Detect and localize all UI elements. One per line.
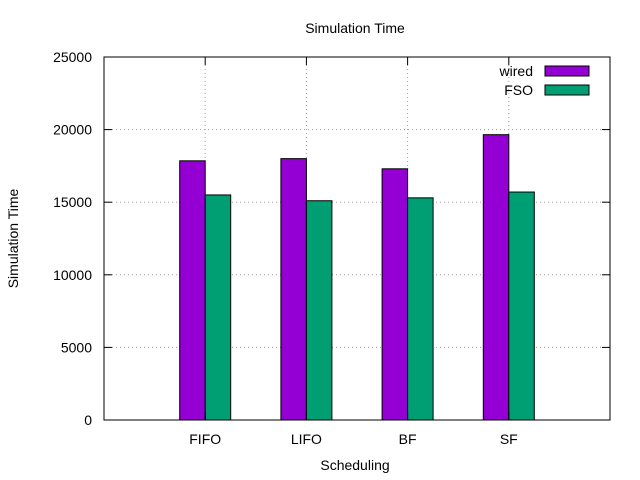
bar-fso-fifo [204, 194, 232, 421]
x-tick-label: SF [500, 431, 518, 447]
x-tick-label: FIFO [189, 431, 221, 447]
y-tick-label: 5000 [61, 339, 92, 355]
y-tick-label: 15000 [53, 194, 92, 210]
x-tick-label: BF [399, 431, 417, 447]
axis-ticks: 0 5000 10000 15000 20000 25000 FIFO LIFO BF SF [53, 49, 610, 447]
y-tick-label: 0 [84, 412, 92, 428]
bar-fso-lifo [305, 200, 333, 421]
y-axis-title: Simulation Time [5, 188, 21, 288]
bars [179, 134, 535, 421]
chart-title: Simulation Time [305, 20, 405, 36]
x-tick-label: LIFO [291, 431, 322, 447]
bar-fso-bf [407, 197, 434, 421]
legend: wired FSO [499, 63, 590, 98]
y-tick-label: 20000 [53, 122, 92, 138]
y-tick-label: 25000 [53, 49, 92, 65]
bar-wired-sf [482, 134, 510, 421]
bar-wired-bf [381, 168, 409, 421]
bar-wired-fifo [179, 160, 206, 421]
legend-swatch-wired [544, 65, 590, 77]
bar-wired-lifo [280, 158, 307, 421]
plot-area-border [103, 56, 611, 421]
x-axis-title: Scheduling [320, 457, 389, 473]
bar-fso-sf [508, 191, 535, 421]
y-tick-label: 10000 [53, 267, 92, 283]
legend-label-fso: FSO [504, 82, 533, 98]
legend-swatch-fso [544, 84, 590, 96]
legend-label-wired: wired [499, 63, 533, 79]
